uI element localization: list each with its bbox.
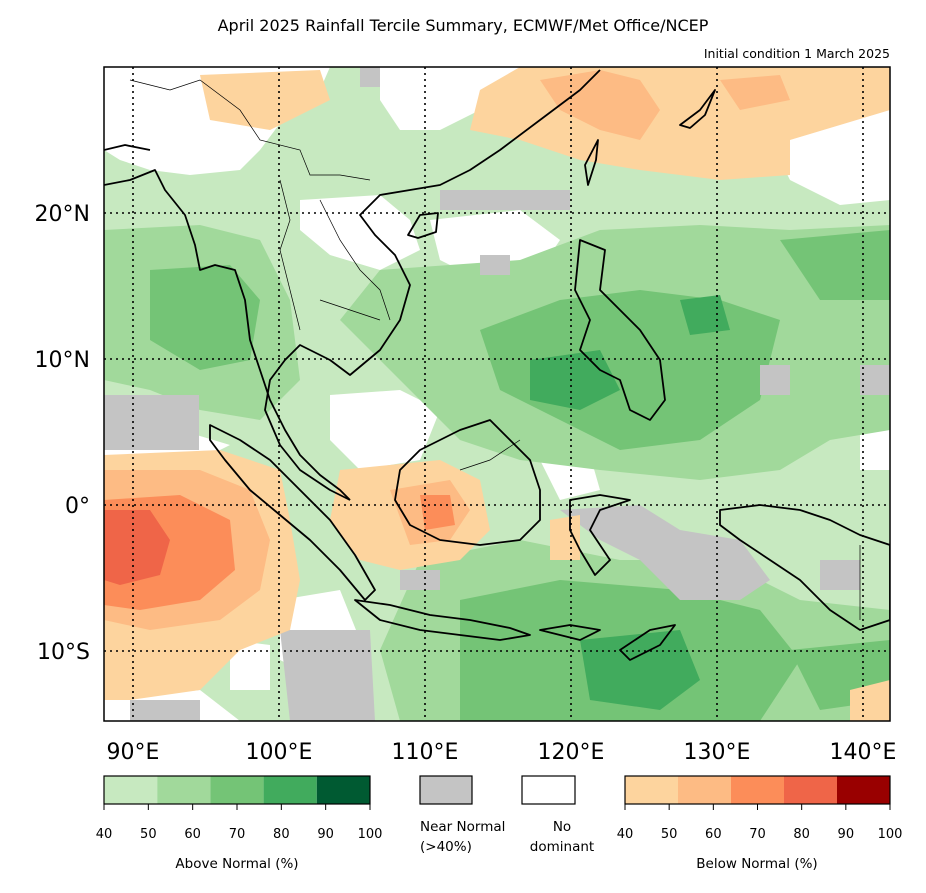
near-normal-regions [104, 67, 890, 721]
legend-below-tick-label: 80 [793, 827, 810, 842]
lon-label-110e: 110°E [392, 740, 459, 765]
map-subtitle: Initial condition 1 March 2025 [703, 46, 890, 61]
legend-above-swatch [157, 776, 211, 804]
no-dominant-label-line1: No [553, 819, 571, 835]
lat-label-0: 0° [65, 494, 90, 519]
map-title: April 2025 Rainfall Tercile Summary, ECM… [217, 16, 709, 35]
legend-above-tick-label: 60 [184, 827, 201, 842]
legend-below-swatch [784, 776, 837, 804]
legend-below-swatch [731, 776, 784, 804]
legend-below-tick-label: 60 [705, 827, 722, 842]
legend-above-normal: 40 50 60 70 80 90 100 Above Normal (%) [96, 775, 383, 872]
lat-label-10n: 10°N [35, 348, 90, 373]
lon-label-100e: 100°E [246, 740, 313, 765]
legend-above-tick-label: 100 [358, 827, 383, 842]
lat-label-20n: 20°N [35, 202, 90, 227]
legend-no-dominant: No dominant [521, 775, 594, 855]
no-dominant-swatch [521, 775, 576, 805]
above-normal-70-80 [530, 295, 730, 710]
legend-above-swatch [210, 776, 264, 804]
legend-above-tick-label: 40 [96, 827, 113, 842]
legend-below-tick-label: 50 [661, 827, 678, 842]
near-normal-label-line1: Near Normal [420, 819, 505, 835]
lon-label-120e: 120°E [538, 740, 605, 765]
coastlines [104, 69, 890, 661]
lon-label-140e: 140°E [830, 740, 897, 765]
latitude-labels: 20°N 10°N 0° 10°S [35, 202, 90, 665]
no-dominant-label-line2: dominant [530, 839, 594, 855]
legend-above-tick-label: 80 [273, 827, 290, 842]
lat-label-10s: 10°S [37, 640, 90, 665]
legend-above-tick-label: 50 [140, 827, 157, 842]
near-normal-swatch [419, 775, 473, 805]
lon-label-90e: 90°E [107, 740, 160, 765]
legend-above-swatch [316, 776, 370, 804]
near-normal-label-line2: (>40%) [420, 839, 472, 855]
legend-below-normal: 40 50 60 70 80 90 100 Below Normal (%) [617, 775, 903, 872]
map-frame [103, 66, 891, 722]
legend-above-swatch [263, 776, 317, 804]
legend-below-tick-label: 40 [617, 827, 634, 842]
longitude-labels: 90°E 100°E 110°E 120°E 130°E 140°E [107, 740, 897, 765]
legend-below-swatch [837, 776, 890, 804]
country-borders [129, 79, 861, 620]
below-normal-70-80 [104, 510, 170, 585]
legend-below-swatch [625, 776, 678, 804]
legend-below-tick-label: 70 [749, 827, 766, 842]
legend-above-tick-label: 90 [317, 827, 334, 842]
legend-below-tick-label: 90 [838, 827, 855, 842]
legend-below-tick-label: 100 [878, 827, 903, 842]
legend-above-tick-label: 70 [229, 827, 246, 842]
legend-near-normal: Near Normal (>40%) [419, 775, 505, 855]
lon-label-130e: 130°E [684, 740, 751, 765]
legend-below-title: Below Normal (%) [696, 856, 817, 872]
legend-above-swatch [104, 776, 158, 804]
legend-below-swatch [678, 776, 731, 804]
legend-above-title: Above Normal (%) [175, 856, 298, 872]
map-field [104, 67, 890, 721]
